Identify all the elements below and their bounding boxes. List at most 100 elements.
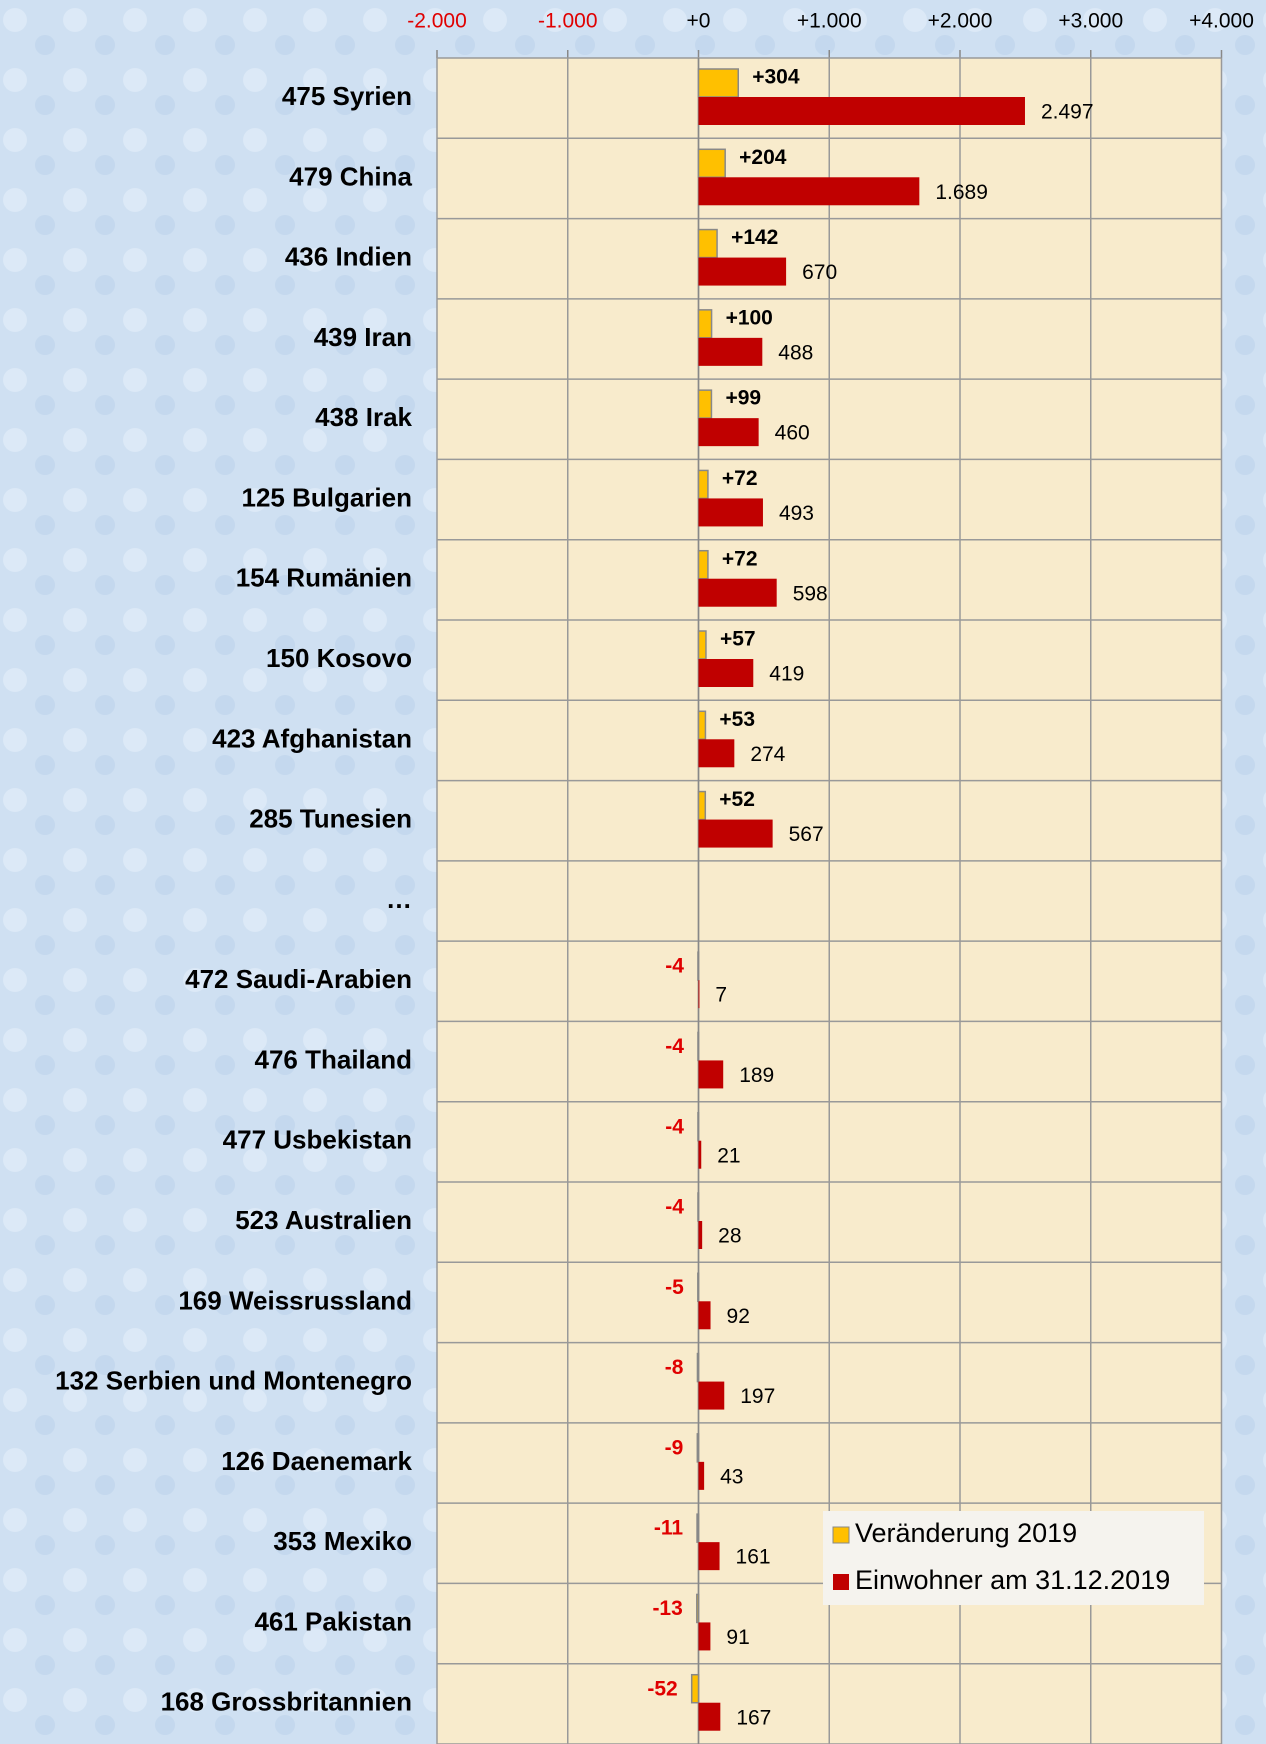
bar [690, 1673, 700, 1704]
x-tick-label: +4.000 [1189, 10, 1254, 33]
x-tick-label: -2.000 [407, 10, 467, 33]
category-label: 439 Iran [314, 322, 412, 352]
value-label: -11 [654, 1517, 684, 1540]
bar [698, 1301, 711, 1330]
bar [697, 469, 709, 500]
bar [698, 1221, 703, 1249]
value-label: 189 [739, 1064, 774, 1087]
value-label: 91 [726, 1626, 749, 1649]
bar [697, 951, 700, 981]
category-label: 154 Rumänien [236, 563, 412, 593]
category-label: 150 Kosovo [266, 643, 412, 673]
value-label: 488 [778, 341, 813, 364]
bar [697, 1031, 700, 1062]
x-tick-label: +0 [687, 10, 711, 33]
value-label: +57 [720, 628, 756, 651]
value-label: +53 [719, 708, 755, 731]
value-label: 419 [769, 663, 804, 686]
bar [698, 418, 759, 447]
value-label: -4 [665, 1196, 684, 1219]
bar [697, 549, 709, 580]
bar [698, 1381, 725, 1410]
bar [698, 337, 763, 366]
bar [697, 389, 713, 419]
value-label: +304 [752, 66, 800, 89]
bar [696, 1352, 700, 1383]
bar [698, 177, 920, 206]
value-label: -5 [665, 1276, 684, 1299]
value-label: 43 [720, 1465, 743, 1488]
value-label: 21 [717, 1144, 740, 1167]
value-label: 161 [736, 1546, 771, 1569]
category-label: 461 Pakistan [254, 1606, 412, 1636]
bar [697, 710, 707, 741]
x-tick-label: -1.000 [538, 10, 598, 33]
category-label: 523 Australien [235, 1205, 412, 1235]
bar [698, 980, 700, 1009]
value-label: 1.689 [935, 181, 988, 204]
category-label: 132 Serbien und Montenegro [55, 1366, 412, 1396]
bar [698, 659, 754, 687]
value-label: +52 [719, 788, 755, 811]
value-label: 670 [802, 261, 837, 284]
value-label: -9 [665, 1436, 684, 1459]
legend-swatch [833, 1574, 849, 1590]
bar [696, 1433, 700, 1463]
value-label: +100 [726, 306, 773, 329]
bar [698, 739, 735, 768]
value-label: -8 [665, 1356, 684, 1379]
x-tick-label: +1.000 [797, 10, 862, 33]
bar [698, 498, 763, 527]
value-label: 28 [718, 1225, 741, 1248]
value-label: +72 [722, 547, 758, 570]
value-label: 567 [789, 823, 824, 846]
value-label: +142 [731, 226, 778, 249]
bar [698, 1060, 724, 1089]
bar [697, 148, 726, 179]
bar [698, 257, 787, 286]
category-label: 438 Irak [315, 402, 412, 432]
value-label: +99 [725, 387, 761, 410]
bar [697, 1272, 700, 1303]
category-label: 477 Usbekistan [223, 1125, 412, 1155]
bar [698, 97, 1025, 125]
bar [697, 1111, 700, 1142]
bar [698, 1140, 702, 1169]
value-label: 598 [793, 582, 828, 605]
bar [697, 630, 707, 660]
bar [698, 1461, 705, 1490]
value-label: +204 [739, 146, 787, 169]
bar [696, 1513, 700, 1543]
bar [698, 1622, 711, 1651]
category-label: 476 Thailand [255, 1044, 413, 1074]
value-label: 2.497 [1041, 101, 1094, 124]
value-label: -13 [652, 1597, 682, 1620]
bar [697, 309, 713, 339]
legend-label: Einwohner am 31.12.2019 [855, 1565, 1170, 1595]
x-tick-label: +3.000 [1058, 10, 1123, 33]
value-label: -4 [665, 955, 684, 978]
bar [697, 228, 718, 259]
category-label: 472 Saudi-Arabien [185, 964, 412, 994]
category-label: 168 Grossbritannien [161, 1687, 412, 1717]
bar [697, 1192, 700, 1222]
category-label: 479 China [289, 161, 412, 191]
category-label: 169 Weissrussland [178, 1285, 412, 1315]
value-label: +72 [722, 467, 758, 490]
value-label: 167 [736, 1706, 771, 1729]
value-label: -52 [647, 1677, 677, 1700]
legend-label: Veränderung 2019 [855, 1518, 1077, 1548]
legend [823, 1511, 1204, 1605]
bar [698, 578, 777, 607]
x-tick-label: +2.000 [928, 10, 993, 33]
bar [697, 68, 739, 98]
value-label: 274 [750, 743, 785, 766]
value-label: -4 [665, 1035, 684, 1058]
legend-swatch [832, 1526, 850, 1544]
category-label: 126 Daenemark [221, 1446, 412, 1476]
value-label: 493 [779, 502, 814, 525]
bar [698, 819, 773, 848]
category-label: 353 Mexiko [273, 1526, 412, 1556]
bar [696, 1593, 700, 1624]
